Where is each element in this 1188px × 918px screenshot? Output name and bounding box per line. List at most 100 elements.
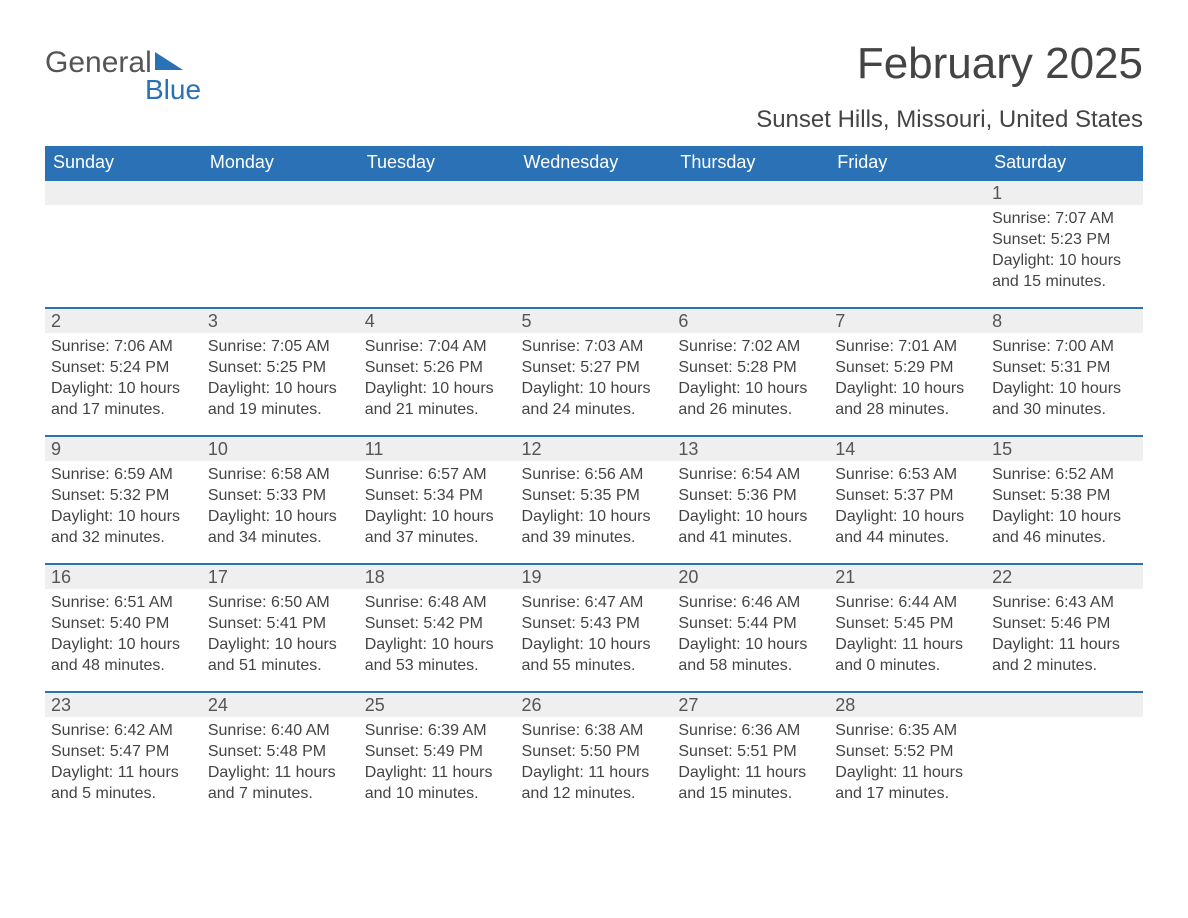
day-number: 18 (359, 565, 516, 589)
sunset-text: Sunset: 5:49 PM (365, 742, 510, 763)
sunrise-text: Sunrise: 7:03 AM (522, 337, 667, 358)
day-number: 21 (829, 565, 986, 589)
daylight-text: Daylight: 10 hours and 32 minutes. (51, 507, 196, 549)
daylight-text: Daylight: 10 hours and 30 minutes. (992, 379, 1137, 421)
sunset-text: Sunset: 5:35 PM (522, 486, 667, 507)
sunset-text: Sunset: 5:48 PM (208, 742, 353, 763)
day-number: 19 (516, 565, 673, 589)
sunset-text: Sunset: 5:51 PM (678, 742, 823, 763)
day-details: Sunrise: 6:38 AMSunset: 5:50 PMDaylight:… (516, 717, 673, 810)
sunset-text: Sunset: 5:28 PM (678, 358, 823, 379)
day-header: Wednesday (516, 146, 673, 180)
day-header: Friday (829, 146, 986, 180)
day-number: 16 (45, 565, 202, 589)
day-cell: 2Sunrise: 7:06 AMSunset: 5:24 PMDaylight… (45, 308, 202, 436)
day-cell: 8Sunrise: 7:00 AMSunset: 5:31 PMDaylight… (986, 308, 1143, 436)
day-header: Thursday (672, 146, 829, 180)
sunrise-text: Sunrise: 6:40 AM (208, 721, 353, 742)
day-number: 17 (202, 565, 359, 589)
daylight-text: Daylight: 10 hours and 55 minutes. (522, 635, 667, 677)
sunrise-text: Sunrise: 7:04 AM (365, 337, 510, 358)
logo-word-2: Blue (145, 74, 201, 106)
week-row: 9Sunrise: 6:59 AMSunset: 5:32 PMDaylight… (45, 436, 1143, 564)
day-details: Sunrise: 7:00 AMSunset: 5:31 PMDaylight:… (986, 333, 1143, 426)
day-header: Sunday (45, 146, 202, 180)
day-details: Sunrise: 6:39 AMSunset: 5:49 PMDaylight:… (359, 717, 516, 810)
sunset-text: Sunset: 5:27 PM (522, 358, 667, 379)
location-text: Sunset Hills, Missouri, United States (756, 106, 1143, 134)
day-cell: 15Sunrise: 6:52 AMSunset: 5:38 PMDayligh… (986, 436, 1143, 564)
day-cell: 16Sunrise: 6:51 AMSunset: 5:40 PMDayligh… (45, 564, 202, 692)
day-details: Sunrise: 7:02 AMSunset: 5:28 PMDaylight:… (672, 333, 829, 426)
daylight-text: Daylight: 11 hours and 2 minutes. (992, 635, 1137, 677)
sunset-text: Sunset: 5:44 PM (678, 614, 823, 635)
empty-cell (516, 180, 673, 308)
daylight-text: Daylight: 10 hours and 26 minutes. (678, 379, 823, 421)
day-cell: 13Sunrise: 6:54 AMSunset: 5:36 PMDayligh… (672, 436, 829, 564)
daylight-text: Daylight: 11 hours and 10 minutes. (365, 763, 510, 805)
day-number: 9 (45, 437, 202, 461)
day-cell: 18Sunrise: 6:48 AMSunset: 5:42 PMDayligh… (359, 564, 516, 692)
sunrise-text: Sunrise: 7:02 AM (678, 337, 823, 358)
sunrise-text: Sunrise: 6:46 AM (678, 593, 823, 614)
daylight-text: Daylight: 11 hours and 0 minutes. (835, 635, 980, 677)
daylight-text: Daylight: 10 hours and 34 minutes. (208, 507, 353, 549)
sunrise-text: Sunrise: 7:07 AM (992, 209, 1137, 230)
daylight-text: Daylight: 10 hours and 46 minutes. (992, 507, 1137, 549)
day-details: Sunrise: 6:51 AMSunset: 5:40 PMDaylight:… (45, 589, 202, 682)
sunset-text: Sunset: 5:33 PM (208, 486, 353, 507)
daylight-text: Daylight: 11 hours and 15 minutes. (678, 763, 823, 805)
day-details: Sunrise: 7:04 AMSunset: 5:26 PMDaylight:… (359, 333, 516, 426)
day-details: Sunrise: 7:06 AMSunset: 5:24 PMDaylight:… (45, 333, 202, 426)
sunrise-text: Sunrise: 6:52 AM (992, 465, 1137, 486)
day-cell: 28Sunrise: 6:35 AMSunset: 5:52 PMDayligh… (829, 692, 986, 820)
daylight-text: Daylight: 10 hours and 51 minutes. (208, 635, 353, 677)
daylight-text: Daylight: 10 hours and 15 minutes. (992, 251, 1137, 293)
day-cell: 26Sunrise: 6:38 AMSunset: 5:50 PMDayligh… (516, 692, 673, 820)
calendar-head: SundayMondayTuesdayWednesdayThursdayFrid… (45, 146, 1143, 180)
sunset-text: Sunset: 5:40 PM (51, 614, 196, 635)
day-number (516, 181, 673, 205)
daylight-text: Daylight: 10 hours and 48 minutes. (51, 635, 196, 677)
sunrise-text: Sunrise: 6:59 AM (51, 465, 196, 486)
sunrise-text: Sunrise: 6:44 AM (835, 593, 980, 614)
sunset-text: Sunset: 5:29 PM (835, 358, 980, 379)
day-details: Sunrise: 6:52 AMSunset: 5:38 PMDaylight:… (986, 461, 1143, 554)
sunset-text: Sunset: 5:34 PM (365, 486, 510, 507)
logo: General Blue (45, 40, 201, 106)
day-cell: 17Sunrise: 6:50 AMSunset: 5:41 PMDayligh… (202, 564, 359, 692)
day-number: 6 (672, 309, 829, 333)
day-cell: 14Sunrise: 6:53 AMSunset: 5:37 PMDayligh… (829, 436, 986, 564)
day-number: 3 (202, 309, 359, 333)
day-cell: 25Sunrise: 6:39 AMSunset: 5:49 PMDayligh… (359, 692, 516, 820)
title-block: February 2025 Sunset Hills, Missouri, Un… (756, 40, 1143, 134)
day-number: 11 (359, 437, 516, 461)
day-details: Sunrise: 6:44 AMSunset: 5:45 PMDaylight:… (829, 589, 986, 682)
day-details: Sunrise: 6:43 AMSunset: 5:46 PMDaylight:… (986, 589, 1143, 682)
sunset-text: Sunset: 5:38 PM (992, 486, 1137, 507)
daylight-text: Daylight: 10 hours and 41 minutes. (678, 507, 823, 549)
day-cell: 20Sunrise: 6:46 AMSunset: 5:44 PMDayligh… (672, 564, 829, 692)
day-header: Monday (202, 146, 359, 180)
day-details: Sunrise: 6:57 AMSunset: 5:34 PMDaylight:… (359, 461, 516, 554)
day-number: 22 (986, 565, 1143, 589)
month-title: February 2025 (756, 40, 1143, 88)
sunrise-text: Sunrise: 6:56 AM (522, 465, 667, 486)
sunset-text: Sunset: 5:50 PM (522, 742, 667, 763)
day-number: 5 (516, 309, 673, 333)
calendar-body: 1Sunrise: 7:07 AMSunset: 5:23 PMDaylight… (45, 180, 1143, 820)
day-details: Sunrise: 7:07 AMSunset: 5:23 PMDaylight:… (986, 205, 1143, 298)
sunrise-text: Sunrise: 7:05 AM (208, 337, 353, 358)
sunset-text: Sunset: 5:46 PM (992, 614, 1137, 635)
day-cell: 23Sunrise: 6:42 AMSunset: 5:47 PMDayligh… (45, 692, 202, 820)
sunset-text: Sunset: 5:25 PM (208, 358, 353, 379)
day-details: Sunrise: 7:03 AMSunset: 5:27 PMDaylight:… (516, 333, 673, 426)
day-number: 4 (359, 309, 516, 333)
sunrise-text: Sunrise: 7:01 AM (835, 337, 980, 358)
sunset-text: Sunset: 5:52 PM (835, 742, 980, 763)
empty-cell (672, 180, 829, 308)
sunrise-text: Sunrise: 6:58 AM (208, 465, 353, 486)
sunset-text: Sunset: 5:31 PM (992, 358, 1137, 379)
day-number (986, 693, 1143, 717)
sunrise-text: Sunrise: 6:50 AM (208, 593, 353, 614)
